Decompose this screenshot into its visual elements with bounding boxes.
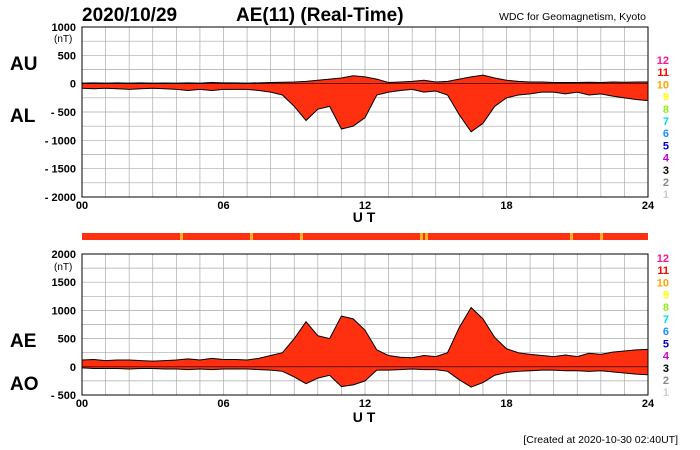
legend-number: 6 xyxy=(663,326,669,338)
y-tick-label: - 2000 xyxy=(45,192,76,204)
ae-label: AE xyxy=(10,331,36,352)
y-tick-label: 2000 xyxy=(52,249,76,261)
ae-line xyxy=(81,306,649,362)
al-label: AL xyxy=(10,106,36,127)
y-tick-label: 0 xyxy=(70,362,76,374)
au-line xyxy=(81,74,648,84)
top-x-tick-labels: 00 06 12 18 24 xyxy=(76,200,655,212)
legend-number: 12 xyxy=(657,55,669,67)
y-tick-label: 500 xyxy=(58,334,76,346)
station-bar-highlight xyxy=(420,233,423,240)
x-tick-label: 24 xyxy=(642,398,655,410)
x-tick-label: 00 xyxy=(76,398,88,410)
legend-number: 2 xyxy=(663,177,669,189)
x-tick-label: 12 xyxy=(359,200,371,212)
legend-number: 5 xyxy=(663,140,669,152)
legend-number: 1 xyxy=(663,387,669,399)
station-bar-fill xyxy=(82,233,648,240)
legend-number: 8 xyxy=(663,104,669,116)
y-tick-label: 1500 xyxy=(52,277,76,289)
legend-number: 11 xyxy=(657,265,669,277)
station-bar-highlight xyxy=(600,233,603,240)
legend-number: 10 xyxy=(657,277,669,289)
date-title: 2020/10/29 xyxy=(82,5,177,26)
ae-ao-area xyxy=(82,307,648,388)
station-bar-highlight xyxy=(425,233,428,240)
chart-title: AE(11) (Real-Time) xyxy=(236,5,404,26)
y-tick-label: - 500 xyxy=(51,107,76,119)
x-tick-label: 12 xyxy=(359,398,371,410)
legend-number: 12 xyxy=(657,253,669,265)
x-tick-label: 18 xyxy=(500,200,512,212)
bottom-unit-label: (nT) xyxy=(54,262,72,273)
bottom-plot-frame xyxy=(81,253,649,396)
x-tick-label: 00 xyxy=(76,200,88,212)
top-y-tick-labels: 1000 500 0 - 500 - 1000 - 1500 - 2000 xyxy=(45,22,76,204)
legend-number: 2 xyxy=(663,375,669,387)
top-x-axis-label: U T xyxy=(353,209,376,225)
x-tick-label: 06 xyxy=(217,200,229,212)
legend-number: 4 xyxy=(663,351,670,363)
legend-number: 7 xyxy=(663,314,669,326)
al-line xyxy=(81,87,649,133)
legend-number: 11 xyxy=(657,67,669,79)
legend-number: 7 xyxy=(663,116,669,128)
station-bar-highlight xyxy=(180,233,183,240)
legend-number: 4 xyxy=(663,153,670,165)
y-tick-label: - 1500 xyxy=(45,164,76,176)
x-tick-label: 18 xyxy=(500,398,512,410)
ao-line xyxy=(81,367,649,388)
y-tick-label: 1000 xyxy=(52,305,76,317)
top-unit-label: (nT) xyxy=(54,34,72,45)
legend-number: 3 xyxy=(663,165,669,177)
station-bar-highlight xyxy=(300,233,303,240)
x-tick-label: 24 xyxy=(642,200,655,212)
bottom-x-axis-label: U T xyxy=(353,409,376,425)
y-tick-label: 1000 xyxy=(52,22,76,34)
legend-number: 9 xyxy=(663,92,669,104)
y-tick-label: - 500 xyxy=(51,390,76,402)
y-tick-label: 0 xyxy=(70,79,76,91)
top-plot-frame xyxy=(81,26,649,198)
au-label: AU xyxy=(10,54,37,75)
bottom-y-tick-labels: 2000 1500 1000 500 0 - 500 xyxy=(51,249,76,402)
x-tick-label: 06 xyxy=(217,398,229,410)
station-bar-highlights xyxy=(180,233,603,240)
source-label: WDC for Geomagnetism, Kyoto xyxy=(499,11,646,23)
legend-number: 6 xyxy=(663,128,669,140)
legend-number: 5 xyxy=(663,338,669,350)
ao-label: AO xyxy=(10,374,39,395)
station-bar-highlight xyxy=(250,233,253,240)
legend-number: 10 xyxy=(657,79,669,91)
legend-number: 9 xyxy=(663,290,669,302)
legend-number: 3 xyxy=(663,363,669,375)
created-timestamp: [Created at 2020-10-30 02:40UT] xyxy=(523,434,678,446)
bottom-x-tick-labels: 00 06 12 18 24 xyxy=(76,398,655,410)
station-bar-highlight xyxy=(570,233,573,240)
station-bar xyxy=(82,233,648,240)
y-tick-label: 500 xyxy=(58,50,76,62)
y-tick-label: - 1000 xyxy=(45,135,76,147)
legend-number: 1 xyxy=(663,189,669,201)
legend-number: 8 xyxy=(663,302,669,314)
